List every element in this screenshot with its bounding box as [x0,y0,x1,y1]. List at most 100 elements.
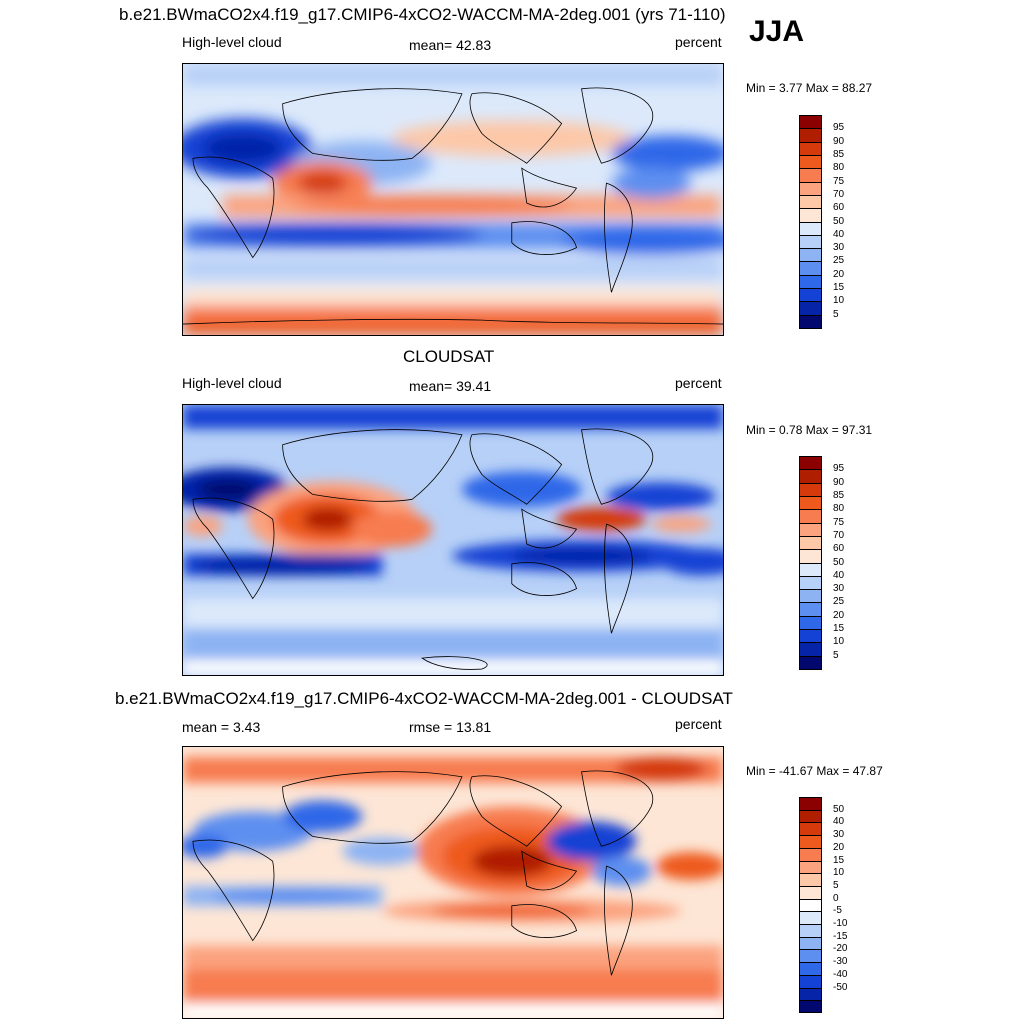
colorbar-label: 30 [833,242,845,254]
colorbar-label: 70 [833,188,845,200]
colorbar-swatch [799,115,822,129]
panel-3-rmse-label: rmse = 13.81 [409,719,492,735]
colorbar-label: -15 [833,930,848,942]
colorbar-label: 40 [833,569,845,581]
colorbar-label: 95 [833,463,845,475]
colorbar-swatch [799,469,822,484]
colorbar-label: 15 [833,623,845,635]
colorbar-label: 75 [833,516,845,528]
colorbar-swatch [799,924,822,938]
colorbar-swatch [799,974,822,989]
colorbar-swatch [799,873,822,887]
panel-1-title: b.e21.BWmaCO2x4.f19_g17.CMIP6-4xCO2-WACC… [119,5,726,24]
colorbar-label: 40 [833,228,845,240]
colorbar-label: 15 [833,854,845,866]
colorbar-swatch [799,314,822,329]
panel-2-minmax: Min = 0.78 Max = 97.31 [746,423,873,437]
colorbar-label: 40 [833,816,845,828]
panel-2-title: CLOUDSAT [403,347,495,366]
colorbar-label: 0 [833,892,839,904]
season-label: JJA [749,15,805,48]
colorbar-label: -5 [833,905,842,917]
colorbar-swatch [799,456,822,470]
colorbar-swatch [799,509,822,524]
colorbar-swatch [799,274,822,289]
colorbar-label: 60 [833,543,845,555]
colorbar-label: 50 [833,215,845,227]
colorbar-swatch [799,911,822,925]
colorbar-swatch [799,301,822,316]
colorbar-swatch [799,629,822,643]
colorbar-label: 75 [833,175,845,187]
colorbar-swatch [799,549,822,563]
model-high-cloud-map [182,63,724,336]
colorbar-label: -40 [833,968,848,980]
colorbar-label: 80 [833,162,845,174]
panel-1-left-label: High-level cloud [182,34,282,50]
colorbar-swatch [799,495,822,510]
colorbar-swatch [799,860,822,874]
colorbar-swatch [799,482,822,497]
colorbar-label: -50 [833,981,848,993]
colorbar-swatch [799,154,822,169]
colorbar-swatch [799,141,822,156]
colorbar-swatch [799,847,822,862]
panel-3-title: b.e21.BWmaCO2x4.f19_g17.CMIP6-4xCO2-WACC… [115,689,733,708]
colorbar-swatch [799,221,822,236]
colorbar-label: 15 [833,282,845,294]
colorbar-swatch [799,835,822,849]
colorbar-label: 70 [833,529,845,541]
colorbar-swatch [799,809,822,823]
colorbar-swatch [799,261,822,276]
panel-2-colorbar: 95 90 85 80 75 70 60 50 40 30 25 20 15 10 5 [799,456,844,670]
colorbar-label: 10 [833,295,845,307]
panel-1-colorbar: 95 90 85 80 75 70 60 50 40 30 25 20 15 10 5 [799,115,844,329]
colorbar-label: 25 [833,255,845,267]
colorbar-label: 90 [833,135,845,147]
colorbar-swatch [799,288,822,302]
colorbar-swatch [799,234,822,249]
colorbar-label: 80 [833,503,845,515]
colorbar-label: 20 [833,841,845,853]
colorbar-swatch [799,797,822,811]
colorbar-swatch [799,1000,822,1014]
colorbar-swatch [799,885,822,900]
panel-1-minmax: Min = 3.77 Max = 88.27 [746,81,873,95]
colorbar-label: 60 [833,202,845,214]
colorbar-swatch [799,898,822,912]
colorbar-swatch [799,962,822,976]
panel-1-mean-label: mean= 42.83 [409,37,492,53]
colorbar-label: 90 [833,476,845,488]
colorbar-swatch [799,535,822,550]
colorbar-label: 10 [833,636,845,648]
colorbar-label: 10 [833,867,845,879]
colorbar-swatch [799,987,822,1001]
colorbar-label: 20 [833,609,845,621]
panel-1-units-label: percent [675,34,722,50]
colorbar-swatch [799,168,822,183]
colorbar-label: 5 [833,879,839,891]
colorbar-label: -30 [833,956,848,968]
colorbar-swatch [799,949,822,963]
panel-2-units-label: percent [675,375,722,391]
panel-2-left-label: High-level cloud [182,375,282,391]
colorbar-swatch [799,642,822,657]
cloudsat-high-cloud-map [182,404,724,676]
colorbar-swatch [799,602,822,617]
colorbar-label: 95 [833,122,845,134]
colorbar-swatch [799,822,822,836]
colorbar-label: 50 [833,556,845,568]
colorbar-label: 5 [833,308,839,320]
colorbar-label: 30 [833,583,845,595]
colorbar-label: 85 [833,489,845,501]
difference-map [182,746,724,1019]
colorbar-label: 85 [833,148,845,160]
colorbar-swatch [799,589,822,603]
colorbar-swatch [799,936,822,950]
colorbar-swatch [799,562,822,577]
colorbar-swatch [799,194,822,209]
colorbar-label: 50 [833,803,845,815]
colorbar-swatch [799,522,822,537]
colorbar-swatch [799,248,822,262]
colorbar-swatch [799,615,822,630]
